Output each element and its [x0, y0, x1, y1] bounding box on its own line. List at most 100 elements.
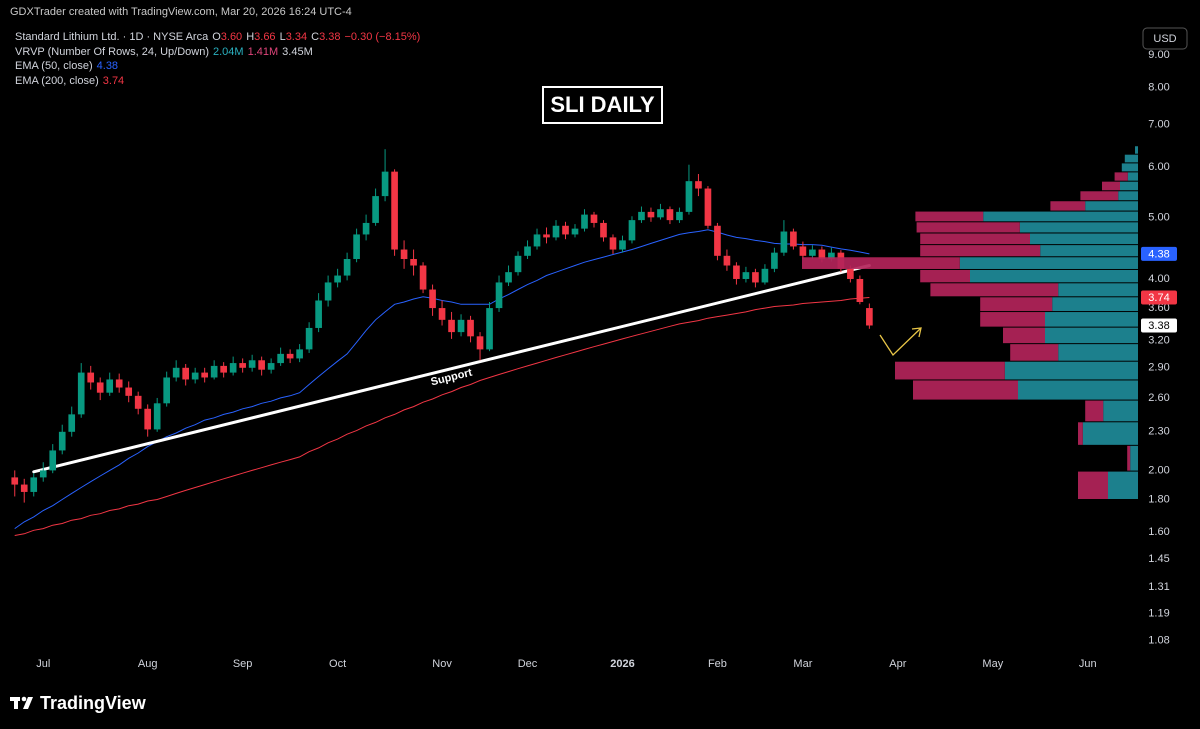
candle-body: [448, 319, 455, 333]
profile-down: [915, 211, 984, 222]
ohlc-key: L: [279, 31, 286, 43]
candle-body: [685, 181, 693, 212]
x-tick-label: Jun: [1079, 658, 1097, 670]
profile-down: [1003, 327, 1045, 344]
arrow-head: [911, 327, 922, 338]
attribution: GDXTrader created with TradingView.com, …: [10, 6, 352, 18]
profile-up: [1124, 154, 1138, 163]
candle-body: [638, 211, 645, 221]
ohlc-value: 3.66: [254, 31, 276, 43]
profile-down: [1078, 422, 1083, 445]
candle-body: [514, 255, 522, 273]
profile-down: [802, 257, 960, 269]
candle-body: [163, 377, 171, 404]
candle-body: [305, 327, 313, 350]
last-price-box: [1141, 318, 1177, 333]
candle-body: [866, 308, 873, 326]
profile-up: [1019, 222, 1138, 233]
candle-body: [761, 268, 769, 283]
candle-body: [429, 289, 436, 309]
x-tick-label: Sep: [233, 658, 253, 670]
arrow-annotation: [879, 327, 922, 357]
y-tick-label: 8.00: [1148, 81, 1169, 93]
candle-body: [210, 365, 218, 378]
profile-down: [1114, 172, 1128, 181]
y-tick-label: 4.00: [1148, 273, 1169, 285]
candle-body: [296, 349, 303, 359]
profile-up: [1120, 181, 1138, 191]
ema50-row: EMA (50, close) 4.38: [15, 59, 424, 74]
candle-body: [96, 382, 104, 393]
vrvp-value: 1.41M: [247, 45, 279, 58]
candle-body: [58, 431, 66, 451]
ema200-value: 3.74: [102, 74, 125, 87]
profile-up: [970, 269, 1138, 283]
candle-body: [134, 395, 142, 409]
candle-body: [476, 336, 484, 350]
y-tick-label: 9.00: [1148, 49, 1169, 61]
y-tick-label: 3.60: [1148, 302, 1169, 314]
profile-up: [959, 257, 1138, 269]
currency-button[interactable]: [1142, 27, 1188, 50]
candle-body: [115, 379, 123, 388]
profile-up: [1082, 422, 1138, 445]
ema200-price-box: [1141, 290, 1177, 305]
candle-body: [11, 477, 19, 485]
candle-body: [666, 209, 674, 221]
x-tick-label: Feb: [708, 658, 727, 670]
candle-body: [818, 249, 826, 260]
profile-up: [1058, 344, 1138, 361]
candle-body: [286, 353, 294, 359]
y-tick-label: 7.00: [1148, 118, 1169, 130]
candle-body: [353, 234, 360, 260]
candle-body: [438, 308, 446, 320]
profile-up: [1127, 172, 1138, 181]
profile-up: [1108, 471, 1138, 500]
candle-body: [714, 225, 721, 256]
ema50-value: 4.38: [96, 60, 119, 73]
candle-body: [400, 249, 408, 260]
x-tick-label: Dec: [518, 658, 538, 670]
y-tick-label: 1.60: [1148, 526, 1169, 538]
candle-body: [39, 470, 47, 478]
ema50-price-box: [1141, 246, 1177, 261]
ohlc-key: H: [246, 31, 255, 43]
candle-body: [144, 408, 152, 430]
candle-body: [562, 225, 569, 235]
candle-body: [220, 365, 227, 373]
candle-body: [619, 240, 626, 250]
support-line: [32, 264, 871, 474]
candle-body: [172, 367, 180, 378]
candle-body: [676, 211, 683, 221]
candle-body: [391, 171, 398, 250]
candle-body: [324, 282, 332, 301]
profile-down: [916, 222, 1020, 233]
candle-body: [771, 252, 778, 269]
y-tick-label: 2.60: [1148, 392, 1169, 404]
profile-up: [1040, 245, 1138, 257]
candle-body: [410, 259, 417, 266]
profile-up: [1045, 327, 1138, 344]
y-tick-label: 5.00: [1148, 211, 1169, 223]
candle-body: [657, 209, 664, 218]
ema-line: [14, 297, 870, 536]
candle-body: [752, 272, 759, 283]
profile-up: [1058, 283, 1138, 297]
profile-down: [920, 233, 1030, 245]
profile-up: [1085, 201, 1138, 211]
profile-up: [1045, 312, 1138, 327]
candle-body: [258, 360, 265, 370]
vrvp-value: 3.45M: [282, 45, 313, 58]
candle-body: [742, 272, 750, 279]
logo-text: TradingView: [40, 693, 147, 713]
candle-body: [248, 360, 256, 368]
profile-down: [930, 283, 1059, 297]
y-tick-label: 1.08: [1148, 634, 1169, 646]
candle-body: [372, 196, 379, 223]
candle-body: [695, 181, 702, 189]
profile-down: [1102, 181, 1120, 191]
tv-logo: [10, 696, 33, 709]
currency-label[interactable]: USD: [1153, 33, 1176, 45]
candle-body: [182, 367, 189, 380]
